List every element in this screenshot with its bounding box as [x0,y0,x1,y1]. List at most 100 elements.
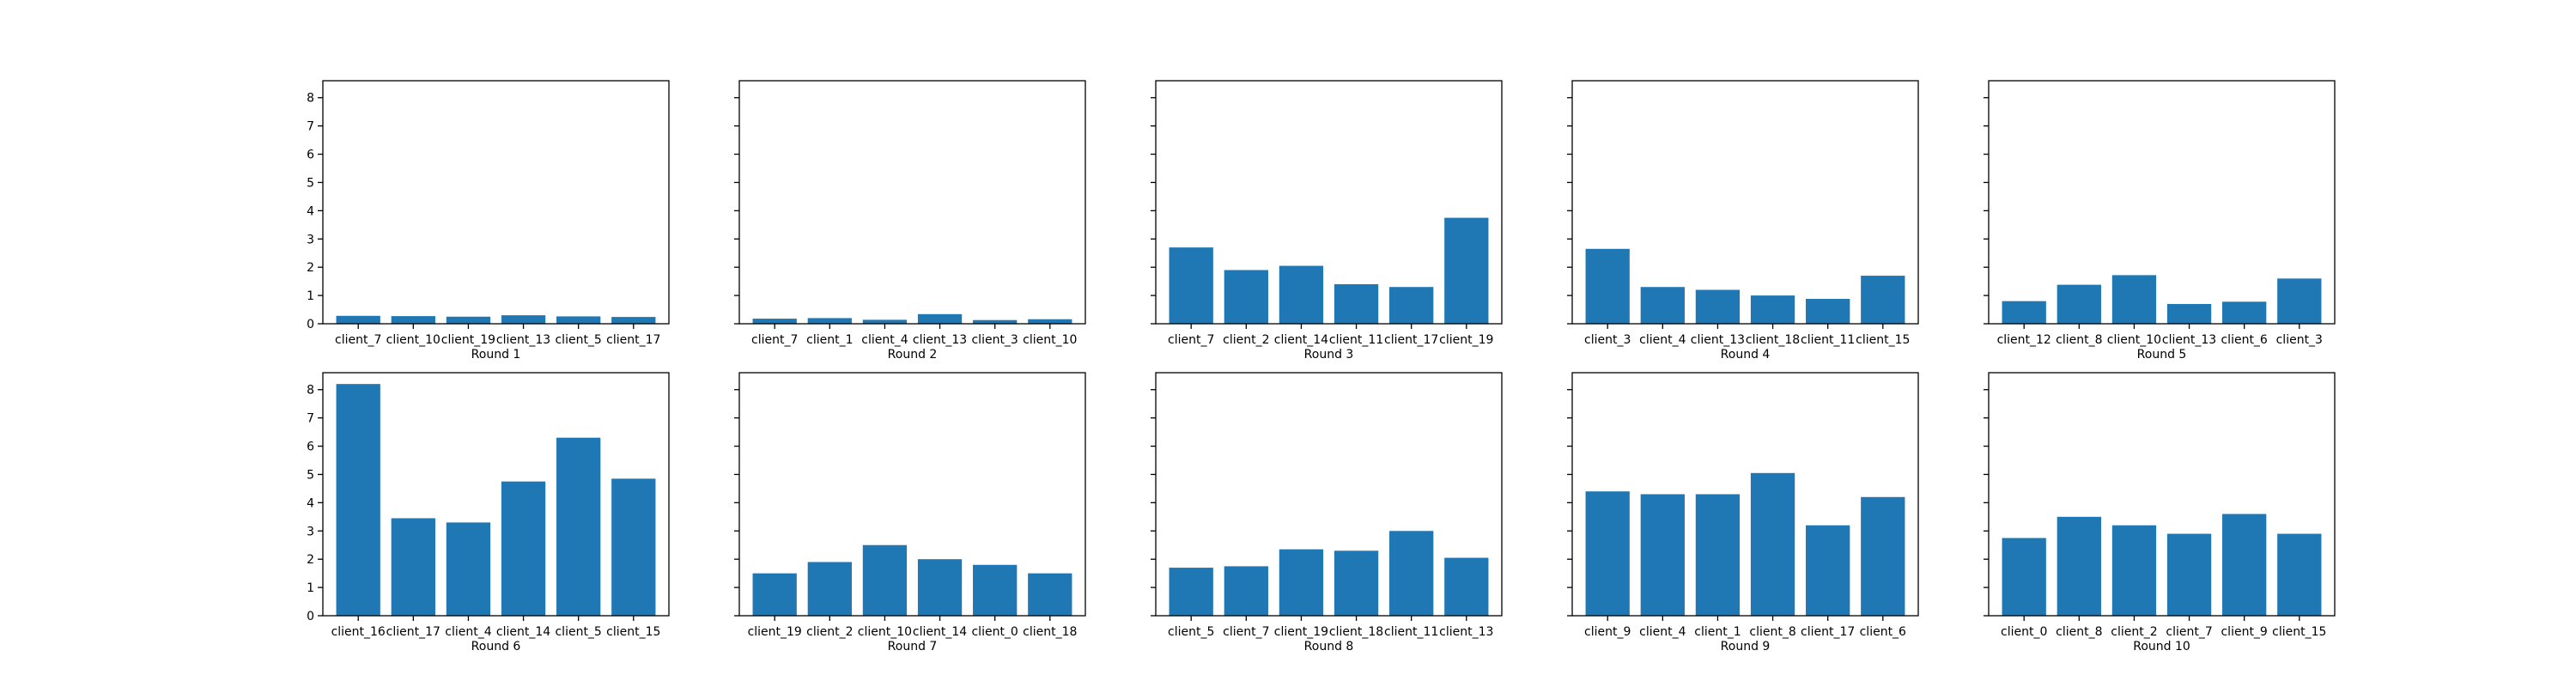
x-tick-label: client_2 [2111,625,2157,639]
x-axis-label: Round 9 [1721,640,1771,654]
x-tick-label: client_4 [445,625,491,639]
x-tick-label: client_3 [1584,333,1631,347]
subplot-round-4: client_3 client_4 client_13 client_18 client… [1567,80,1919,362]
axes-frame [738,80,1086,325]
bar [1169,247,1213,324]
x-tick-label: client_17 [606,333,660,347]
y-tick-label: 3 [307,233,314,246]
x-tick-label: client_7 [2166,625,2212,639]
x-tick-label: client_10 [858,625,912,639]
axes-frame [1155,372,1503,617]
axes-frame [738,372,1086,617]
x-tick-label: client_8 [1749,625,1795,639]
bar [336,315,380,324]
bar [1695,494,1741,616]
bar [862,544,908,616]
subplot-round-3: client_7 client_2 client_14 client_11 client… [1151,80,1503,362]
bar [1861,276,1905,324]
x-tick-label: client_18 [1746,333,1800,347]
x-tick-label: client_3 [2276,333,2323,347]
x-tick-label: client_7 [1223,625,1269,639]
x-tick-label: client_4 [1639,625,1686,639]
x-tick-label: client_19 [441,333,495,347]
bar [973,564,1018,616]
x-tick-label: client_17 [386,625,440,639]
bar [1695,289,1741,324]
x-axis-label: Round 6 [471,640,521,654]
y-tick-label: 8 [307,92,314,106]
x-tick-label: client_8 [2056,333,2102,347]
bar [1028,319,1072,324]
bar [2222,514,2267,616]
x-tick-label: client_10 [2107,333,2161,347]
y-tick-label: 6 [307,149,314,162]
bar [2111,525,2157,616]
y-tick-label: 7 [307,120,314,134]
axes-frame [322,80,670,325]
bar [2002,301,2046,324]
bar [1224,566,1268,616]
subplot-round-9: client_9 client_4 client_1 client_8 client_1… [1567,372,1919,654]
bar [501,315,546,324]
x-tick-label: client_0 [2001,625,2047,639]
bar [336,384,380,616]
subplot-round-2: client_7 client_1 client_4 client_13 client_… [734,80,1086,362]
x-tick-label: client_6 [1860,625,1906,639]
x-tick-label: client_1 [1694,625,1741,639]
bar [556,316,601,324]
bar [611,478,656,616]
y-tick-label: 8 [307,384,314,398]
y-tick-label: 0 [307,610,314,623]
axes-frame [1155,80,1503,325]
x-axis-label: Round 4 [1721,348,1771,362]
bar [1444,217,1489,324]
x-tick-label: client_5 [1168,625,1214,639]
x-tick-label: client_19 [1439,333,1493,347]
y-tick-label: 5 [307,468,314,482]
x-tick-label: client_0 [971,625,1018,639]
bar [1224,270,1268,324]
bar [2057,284,2101,324]
subplot-round-8: client_5 client_7 client_19 client_18 client… [1151,372,1503,654]
bar [2277,533,2322,616]
bar [2057,516,2101,616]
x-tick-label: client_5 [555,333,601,347]
bar [2222,301,2267,324]
y-tick-label: 1 [307,581,314,595]
bar [2166,533,2212,616]
bar [556,437,601,616]
bar [973,319,1018,324]
x-tick-label: client_17 [1384,333,1438,347]
y-tick-label: 3 [307,525,314,538]
bar [1279,549,1324,616]
y-tick-label: 4 [307,496,314,510]
bar [1169,568,1213,616]
bar [807,318,852,324]
x-tick-label: client_15 [1856,333,1910,347]
x-tick-label: client_18 [1329,625,1383,639]
bar [1806,525,1850,616]
bar [917,559,963,616]
bar [1585,491,1630,616]
x-tick-label: client_11 [1801,333,1855,347]
bar [917,313,963,324]
x-tick-label: client_1 [806,333,853,347]
bar [752,573,797,616]
x-tick-label: client_16 [331,625,386,639]
subplot-round-6: 0 1 2 3 4 5 6 7 8 client_16 client_17 client_4 clien… [307,372,670,654]
x-tick-label: client_6 [2221,333,2267,347]
bar [1444,557,1489,616]
y-tick-label: 0 [307,318,314,331]
bar [1389,287,1434,324]
x-tick-label: client_8 [2056,625,2102,639]
x-tick-label: client_13 [913,333,967,347]
bar [1806,299,1850,324]
bar [1334,550,1379,616]
bar [1028,573,1072,616]
x-tick-label: client_18 [1023,625,1077,639]
bar [2277,278,2322,324]
bar [862,319,908,324]
x-tick-label: client_13 [1439,625,1493,639]
bar [391,518,435,616]
x-tick-label: client_3 [971,333,1018,347]
